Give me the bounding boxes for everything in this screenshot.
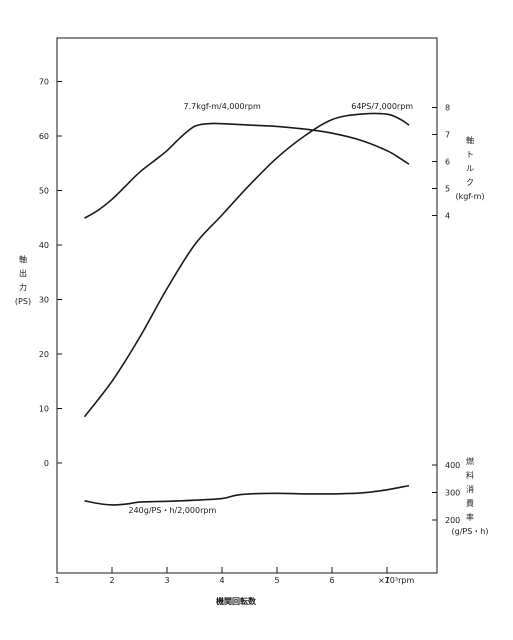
x-tick-label: 1	[54, 576, 59, 585]
x-tick-label: 7	[384, 576, 389, 585]
fuel-label-line: (g/PS・h)	[452, 527, 489, 536]
power-tick-label: 0	[44, 459, 49, 468]
power-tick-label: 40	[39, 241, 49, 250]
power-tick-label: 10	[39, 405, 49, 414]
power-label-line: 軸	[19, 254, 27, 264]
power-label-line: (PS)	[15, 297, 31, 306]
fuel-tick-label: 300	[445, 489, 460, 498]
power-tick-label: 60	[39, 132, 49, 141]
power-label-line: 力	[19, 282, 27, 292]
annotations: 7.7kgf-m/4,000rpm 64PS/7,000rpm 240g/PS・h/…	[129, 102, 414, 515]
torque-axis-ticks: 4 5 6 7 8	[432, 104, 450, 221]
torque-label-line: ク	[466, 178, 474, 187]
fuel-label-line: 率	[466, 512, 474, 522]
x-tick-label: 3	[164, 576, 169, 585]
plot-frame	[56, 37, 438, 574]
x-tick-label: 4	[219, 576, 224, 585]
annotation-3: 240g/PS・h/2,000rpm	[129, 506, 217, 515]
torque-tick-label: 5	[445, 185, 450, 194]
torque-tick-label: 7	[445, 131, 450, 140]
power-axis-ticks: 0 10 20 30 40 50 60 70	[39, 78, 62, 468]
fuel-label-line: 消	[466, 484, 474, 494]
torque-tick-label: 8	[445, 104, 450, 113]
torque-label-line: (kgf-m)	[455, 192, 484, 201]
annotation-1: 7.7kgf-m/4,000rpm	[184, 102, 261, 111]
x-tick-label: 2	[109, 576, 114, 585]
x-tick-label: 6	[329, 576, 334, 585]
fuel-tick-label: 400	[445, 461, 460, 470]
fuel-label-line: 料	[466, 470, 474, 480]
annotation-2: 64PS/7,000rpm	[351, 102, 413, 111]
x-axis-ticks: 1 2 3 4 5 6 7	[54, 567, 390, 585]
power-axis-label: 軸出力 (PS)	[15, 254, 31, 306]
x-tick-label: 5	[274, 576, 279, 585]
power-tick-label: 70	[39, 78, 49, 87]
fuel-tick-label: 200	[445, 516, 460, 525]
torque-curve	[84, 122, 410, 219]
fuel-curve	[84, 484, 410, 506]
power-label-line: 出	[19, 268, 27, 278]
power-tick-label: 20	[39, 350, 49, 359]
series-curves	[83, 112, 410, 506]
fuel-axis-ticks: 200 300 400	[432, 461, 460, 525]
x-axis-unit: ×10³rpm	[378, 576, 414, 585]
power-tick-label: 50	[39, 187, 49, 196]
torque-label-line: ト	[466, 150, 474, 159]
x-axis-title: 機関回転数	[216, 596, 257, 606]
fuel-label-line: 費	[466, 498, 474, 508]
torque-tick-label: 6	[445, 158, 450, 167]
torque-label-line: 軸	[466, 135, 474, 145]
power-tick-label: 30	[39, 296, 49, 305]
fuel-label-line: 燃	[466, 456, 474, 466]
torque-label-line: ル	[466, 164, 474, 173]
power-curve	[83, 112, 410, 418]
torque-tick-label: 4	[445, 212, 450, 221]
